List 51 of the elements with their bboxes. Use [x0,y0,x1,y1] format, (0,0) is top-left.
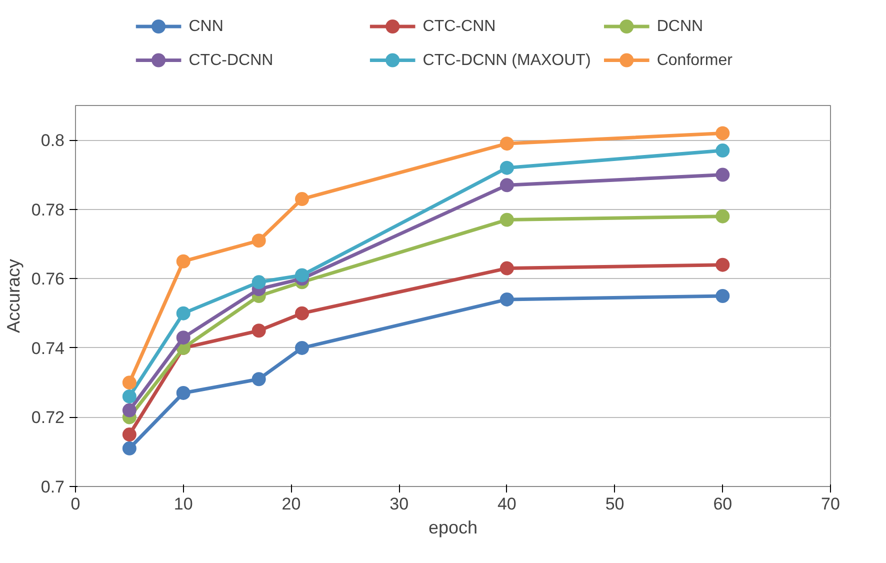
x-tick-label: 30 [390,494,409,514]
point [500,261,514,276]
legend-label: CTC-CNN [422,18,496,35]
point [122,441,136,456]
point [176,306,190,320]
x-tick-label: 20 [282,494,301,514]
point [252,275,266,290]
point [122,389,136,404]
point [176,386,190,400]
y-tick-label: 0.76 [31,270,65,289]
point [122,428,136,442]
point [716,289,730,303]
legend-label: CTC-DCNN [188,52,274,69]
x-tick-label: 0 [70,494,80,514]
y-tick-label: 0.78 [31,200,65,220]
x-tick-label: 10 [174,494,193,514]
point [122,403,136,418]
point [295,268,309,282]
point [500,160,514,175]
point [716,168,730,182]
point [252,372,266,386]
point [252,234,266,248]
point [500,136,514,151]
point [295,192,309,206]
point [716,126,730,140]
legend-label: CNN [188,18,224,35]
point [176,254,190,268]
y-axis-title: Accuracy [3,258,24,334]
point [716,144,730,158]
legend-label: CTC-DCNN (MAXOUT) [422,52,591,69]
x-tick-label: 40 [497,494,516,514]
point [176,330,190,345]
point [500,292,514,306]
point [122,376,136,390]
legend-label: DCNN [656,18,704,35]
point [500,178,514,192]
y-tick-label: 0.72 [31,408,65,428]
point [716,258,730,272]
point [500,212,514,227]
x-tick-label: 50 [605,494,624,514]
y-tick-label: 0.7 [40,478,65,496]
point [295,340,309,355]
point [295,306,309,320]
x-tick-label: 70 [821,494,840,514]
x-axis-title: epoch [428,518,478,538]
y-tick-label: 0.74 [31,338,65,358]
x-tick-label: 60 [713,494,732,514]
y-tick-label: 0.8 [40,131,65,150]
point [716,209,730,224]
point [252,324,266,338]
legend-label: Conformer [656,52,734,69]
